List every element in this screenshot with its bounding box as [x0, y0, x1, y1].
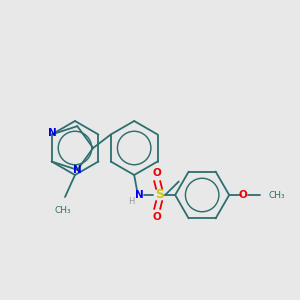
Text: O: O: [153, 168, 161, 178]
Text: N: N: [73, 165, 82, 175]
Text: N: N: [48, 128, 57, 139]
Text: CH₃: CH₃: [268, 190, 285, 200]
Text: O: O: [153, 212, 161, 222]
Text: N: N: [135, 190, 143, 200]
Text: H: H: [128, 197, 134, 206]
Text: O: O: [239, 190, 248, 200]
Text: CH₃: CH₃: [55, 206, 71, 215]
Text: S: S: [155, 188, 164, 202]
